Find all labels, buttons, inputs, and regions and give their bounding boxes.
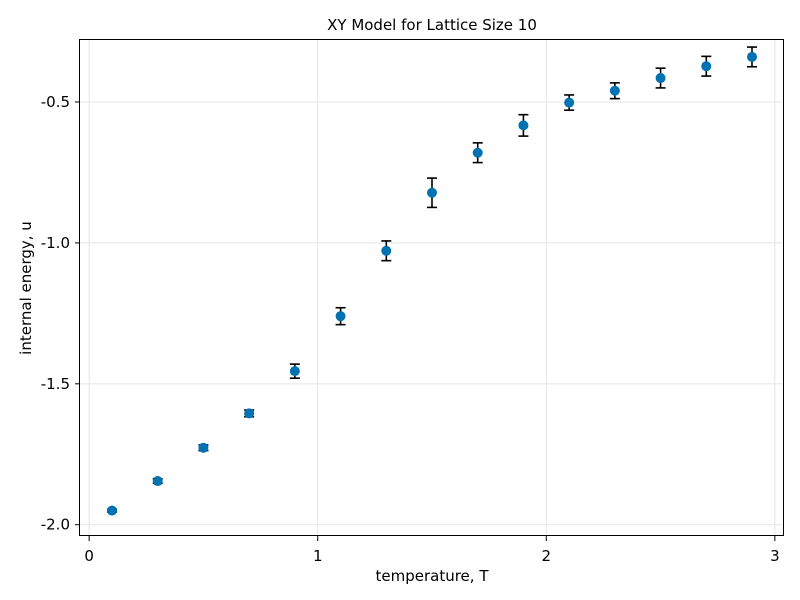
data-point xyxy=(564,97,575,108)
data-point xyxy=(472,147,483,158)
x-axis-ticks: 0 1 2 3 xyxy=(84,536,780,565)
y-axis-ticks: -2.0 -1.5 -1.0 -0.5 xyxy=(41,93,80,534)
data-point xyxy=(701,61,712,72)
data-points xyxy=(107,51,757,516)
y-tick-label: -2.0 xyxy=(41,516,70,534)
data-point xyxy=(655,73,666,84)
x-tick-label: 3 xyxy=(770,547,780,565)
data-point xyxy=(244,408,255,419)
data-point xyxy=(427,187,437,198)
data-point xyxy=(609,85,620,96)
y-tick-label: -0.5 xyxy=(41,93,70,111)
x-tick-label: 1 xyxy=(313,547,323,565)
data-point xyxy=(747,51,757,62)
y-axis-label: internal energy, u xyxy=(17,221,35,355)
data-point xyxy=(335,311,346,322)
grid xyxy=(80,40,784,536)
x-tick-label: 2 xyxy=(542,547,552,565)
data-point xyxy=(198,442,209,453)
x-axis-label: temperature, T xyxy=(376,567,490,585)
y-tick-label: -1.0 xyxy=(41,234,70,252)
y-tick-label: -1.5 xyxy=(41,375,70,393)
data-point xyxy=(107,505,117,516)
data-point xyxy=(518,120,529,131)
chart-title: XY Model for Lattice Size 10 xyxy=(327,16,537,34)
x-tick-label: 0 xyxy=(84,547,94,565)
data-point xyxy=(152,476,163,487)
data-point xyxy=(289,366,300,377)
data-point xyxy=(381,245,392,256)
plot-frame xyxy=(79,39,784,536)
